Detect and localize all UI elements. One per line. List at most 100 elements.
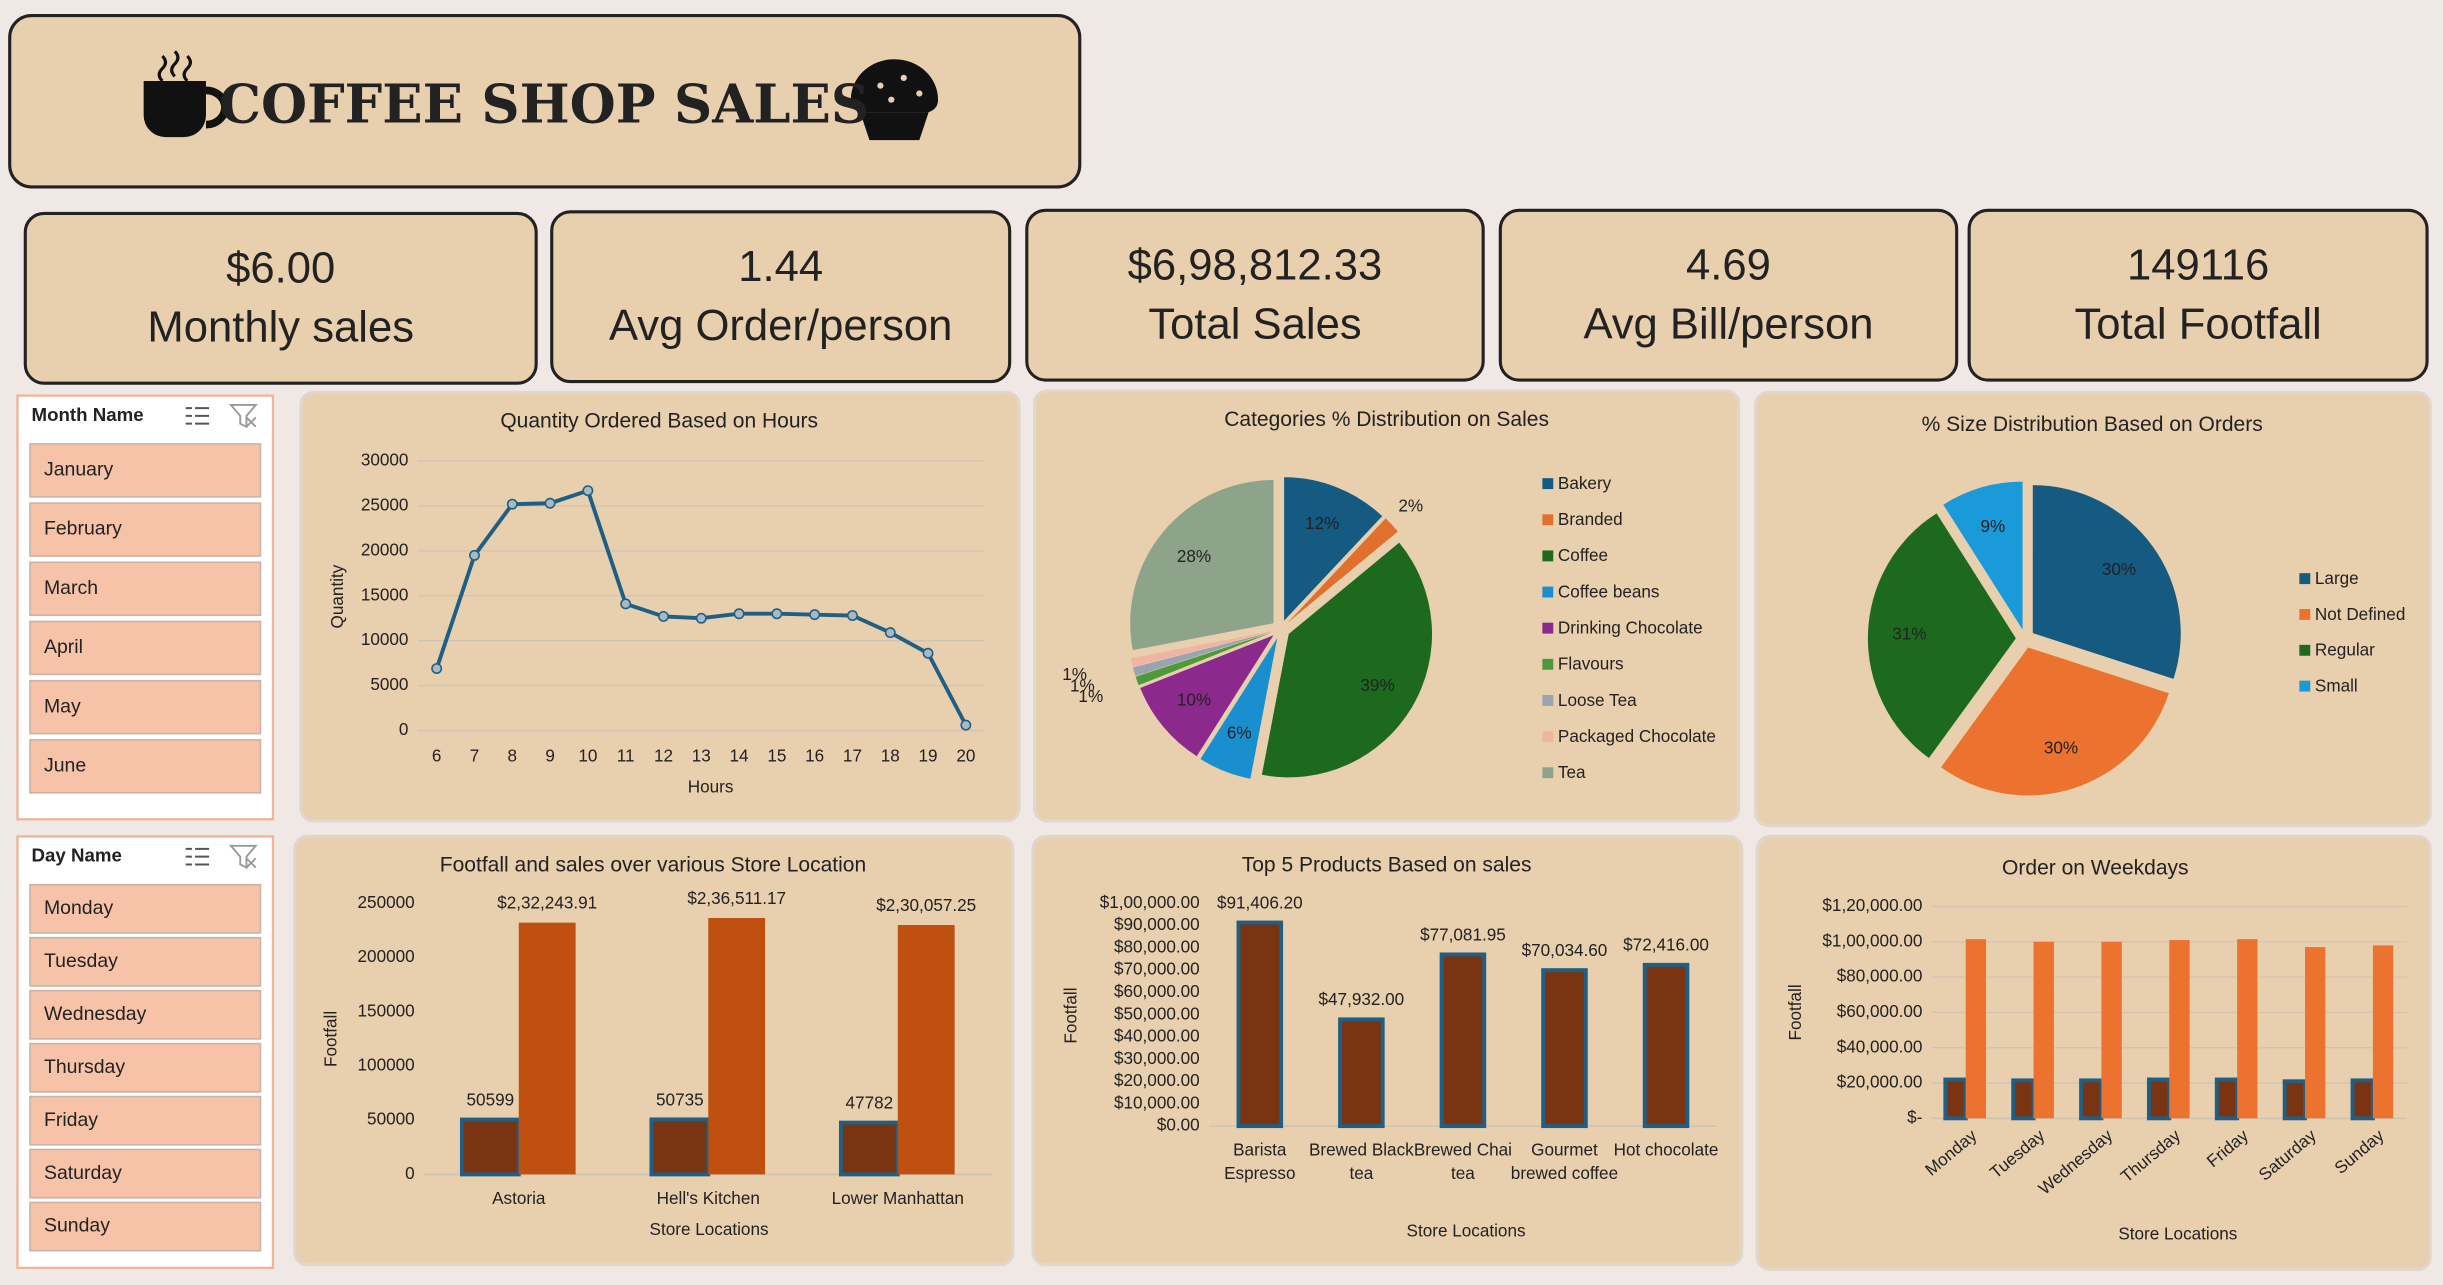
x-tick-label: Brewed Black tea [1308, 1141, 1414, 1185]
bar [2169, 940, 2190, 1119]
bar [2372, 945, 2394, 1119]
chart-title: Categories % Distribution on Sales [1224, 408, 1549, 431]
y-tick-label: 25000 [361, 494, 409, 514]
y-tick-label: $1,20,000.00 [1822, 895, 1922, 915]
chart-title: Footfall and sales over various Store Lo… [440, 854, 866, 877]
line-marker [695, 612, 707, 624]
chart-panel [1755, 834, 2432, 1271]
data-label: 50599 [467, 1089, 515, 1109]
data-label: 6% [1227, 722, 1252, 742]
pie-slice [1867, 513, 2016, 759]
line-marker [771, 608, 783, 620]
x-tick-label: 7 [470, 746, 480, 766]
slicer-item[interactable] [29, 1148, 262, 1199]
x-tick-label: Hot chocolate [1613, 1141, 1719, 1161]
bar [2305, 947, 2326, 1119]
kpi-label: Total Footfall [2074, 301, 2321, 349]
data-label: 1% [1070, 675, 1095, 695]
slicer-item[interactable] [29, 620, 262, 676]
chart-title: Quantity Ordered Based on Hours [500, 410, 818, 433]
pie-slice [1287, 518, 1398, 623]
x-tick-label: 11 [617, 746, 635, 766]
slicer-item[interactable] [29, 739, 262, 794]
x-tick-label: 20 [956, 746, 975, 766]
legend-label: Bakery [1558, 473, 1612, 493]
slicer-item[interactable] [29, 443, 262, 498]
kpi-label: Total Sales [1148, 301, 1361, 349]
y-tick-label: $60,000.00 [1837, 1001, 1923, 1021]
y-tick-label: $40,000.00 [1837, 1036, 1923, 1056]
kpi-value: $6.00 [226, 245, 335, 293]
slicer-item-label: Saturday [44, 1162, 122, 1184]
slicer-item[interactable] [29, 989, 262, 1040]
legend-swatch [2299, 609, 2311, 620]
slicer-item-label: April [44, 636, 83, 658]
x-tick-label: 17 [843, 746, 862, 766]
legend-swatch [2299, 644, 2311, 656]
y-tick-label: 10000 [361, 629, 409, 649]
legend-swatch [1542, 514, 1554, 526]
slicer-item[interactable] [29, 1042, 262, 1093]
x-tick-label: 12 [654, 746, 673, 766]
legend-swatch [1542, 694, 1554, 706]
x-tick-label: 10 [578, 746, 597, 766]
x-tick-label-box: Hot chocolate [1613, 1141, 1719, 1161]
data-label: 10% [1177, 690, 1211, 710]
line-marker [506, 498, 518, 510]
slicer-item[interactable] [29, 1201, 262, 1252]
slicer-item[interactable] [29, 502, 262, 557]
bar [708, 918, 766, 1175]
line-marker [884, 627, 896, 639]
y-tick-label: $0.00 [1157, 1115, 1200, 1135]
bar [2214, 1077, 2240, 1121]
legend-swatch [1542, 622, 1554, 634]
legend-label: Large [2315, 568, 2359, 588]
legend-label: Branded [1558, 509, 1623, 529]
slicer-item[interactable] [29, 1095, 262, 1146]
x-axis-label: Store Locations [650, 1219, 769, 1239]
chart-panel [299, 390, 1021, 823]
slicer-item[interactable] [29, 936, 262, 987]
line-marker [582, 485, 594, 497]
line-marker [544, 497, 556, 509]
kpi-value: $6,98,812.33 [1128, 241, 1383, 289]
y-tick-label: $40,000.00 [1114, 1026, 1200, 1046]
x-tick-label: Brewed Chai tea [1413, 1141, 1512, 1185]
kpi-value: 4.69 [1686, 241, 1771, 289]
y-tick-label: $1,00,000.00 [1822, 930, 1922, 950]
data-label: 39% [1360, 675, 1394, 695]
data-label: $77,081.95 [1420, 924, 1506, 944]
y-axis-label: Footfall [1785, 984, 1805, 1040]
x-tick-label: Gourmet brewed coffee [1510, 1141, 1619, 1185]
slicer-item[interactable] [29, 679, 262, 735]
x-tick-label-box: Gourmet brewed coffee [1510, 1141, 1619, 1185]
bar [1338, 1017, 1385, 1129]
slicer-item-label: Wednesday [44, 1003, 147, 1025]
dashboard-title: COFFEE SHOP SALES [219, 74, 869, 136]
y-tick-label: 150000 [358, 1000, 415, 1020]
legend-label: Not Defined [2315, 604, 2405, 624]
y-axis-label: Footfall [321, 1011, 341, 1067]
line-marker [431, 663, 443, 674]
y-tick-label: $- [1907, 1107, 1922, 1127]
slicer-item[interactable] [29, 561, 262, 617]
bar [2146, 1077, 2172, 1121]
pie-slice [1130, 480, 1274, 651]
bar [1236, 920, 1284, 1129]
line-marker [922, 647, 934, 659]
y-tick-label: 0 [405, 1163, 415, 1183]
chart-title: Order on Weekdays [2002, 857, 2189, 880]
legend-swatch [1542, 586, 1554, 598]
x-tick-label: 13 [692, 746, 711, 766]
slicer-item-label: Tuesday [44, 950, 118, 972]
slicer-item-label: February [44, 518, 122, 540]
slicer-item[interactable] [29, 883, 262, 934]
y-tick-label: 30000 [361, 450, 409, 470]
y-tick-label: $20,000.00 [1837, 1072, 1923, 1092]
legend-label: Drinking Chocolate [1558, 617, 1703, 637]
y-tick-label: $50,000.00 [1114, 1003, 1200, 1023]
kpi-label: Monthly sales [147, 304, 414, 352]
slicer-item-label: June [44, 754, 86, 776]
slicer-item-label: Thursday [44, 1056, 125, 1078]
pie-slice [1135, 632, 1272, 686]
